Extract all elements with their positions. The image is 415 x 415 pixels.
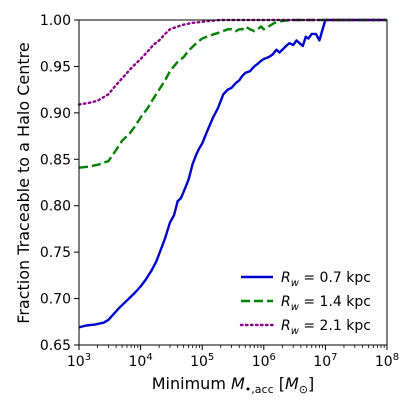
legend-subscript: w: [291, 278, 300, 289]
y-tick-label: 0.90: [40, 106, 71, 122]
x-tick-label: 108: [375, 352, 399, 370]
y-tick-label: 0.80: [40, 199, 71, 215]
y-tick-label: 0.70: [40, 292, 71, 308]
x-tick-exponent: 6: [270, 352, 276, 363]
x-tick-label: 104: [128, 352, 152, 370]
series-line-1: [78, 18, 387, 329]
x-axis-label-part: M: [285, 374, 299, 393]
x-tick-exponent: 4: [146, 352, 152, 363]
legend-label-2: Rw = 1.4 kpc: [281, 294, 371, 313]
x-axis-label-part: M: [231, 374, 245, 393]
legend-subscript: w: [291, 302, 300, 313]
y-tick-label: 0.85: [40, 152, 71, 168]
x-tick-base: 10: [128, 354, 146, 370]
y-tick-label: 0.95: [40, 59, 71, 75]
legend-symbol: R: [281, 318, 291, 334]
ticks-layer: 103 104 105 106 107 1080.650.700.750.800.850.…: [40, 13, 399, 370]
x-tick-base: 10: [313, 354, 331, 370]
x-axis-label-part: ⊙: [299, 383, 308, 396]
x-axis-label-part: ]: [308, 374, 314, 393]
x-tick-exponent: 8: [393, 352, 399, 363]
legend-value: = 2.1 kpc: [299, 318, 371, 334]
y-tick-label: 0.75: [40, 245, 71, 261]
legend-value: = 0.7 kpc: [299, 270, 371, 286]
x-tick-label: 106: [252, 352, 276, 370]
y-tick-label: 1.00: [40, 13, 71, 29]
x-tick-base: 10: [252, 354, 270, 370]
x-tick-exponent: 5: [208, 352, 214, 363]
x-axis-label-part: Minimum: [152, 374, 231, 393]
legend-label-3: Rw = 2.1 kpc: [281, 318, 371, 337]
x-tick-exponent: 3: [85, 352, 91, 363]
x-tick-base: 10: [67, 354, 85, 370]
x-axis-label-part: •,acc: [245, 383, 274, 396]
x-tick-exponent: 7: [331, 352, 337, 363]
legend-subscript: w: [291, 326, 300, 337]
y-axis-label: Fraction Traceable to a Halo Centre: [14, 42, 33, 323]
x-axis-label-part: [: [274, 374, 285, 393]
plot-frame: [78, 19, 388, 346]
legend-symbol: R: [281, 270, 291, 286]
x-tick-base: 10: [375, 354, 393, 370]
legend-symbol: R: [281, 294, 291, 310]
legend-value: = 1.4 kpc: [299, 294, 371, 310]
series-line-2: [78, 18, 387, 169]
x-tick-label: 103: [67, 352, 91, 370]
legend-label-1: Rw = 0.7 kpc: [281, 270, 371, 289]
x-tick-base: 10: [190, 354, 208, 370]
x-axis-label: Minimum M•,acc [M⊙]: [152, 374, 314, 396]
x-tick-label: 105: [190, 352, 214, 370]
y-tick-label: 0.65: [40, 338, 71, 354]
x-tick-label: 107: [313, 352, 337, 370]
